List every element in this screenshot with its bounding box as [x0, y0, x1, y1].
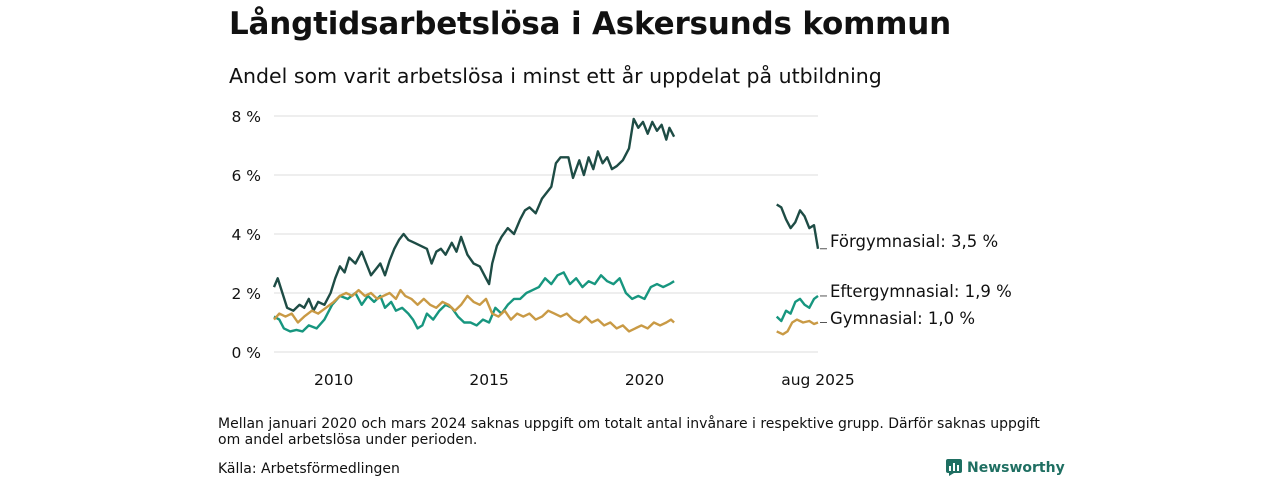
- end-label-förgymnasial: Förgymnasial: 3,5 %: [830, 232, 998, 251]
- y-tick-label: 8 %: [231, 108, 261, 126]
- series-line-gymnasial: [273, 288, 675, 333]
- x-axis-ticks: 2010 2015 2020 aug 2025: [314, 371, 855, 389]
- brand-logo: Newsworthy: [946, 459, 1065, 476]
- y-tick-label: 0 %: [231, 344, 261, 362]
- brand-name: Newsworthy: [967, 459, 1065, 476]
- end-label-eftergymnasial: Eftergymnasial: 1,9 %: [830, 282, 1012, 301]
- series-line-gymnasial: [776, 318, 819, 336]
- end-labels: Förgymnasial: 3,5 % Eftergymnasial: 1,9 %…: [820, 232, 1012, 328]
- x-tick-label: 2015: [469, 371, 508, 389]
- series-line-eftergymnasial: [273, 271, 675, 333]
- gridlines: [274, 115, 818, 353]
- y-tick-label: 4 %: [231, 226, 261, 244]
- series-line-förgymnasial: [776, 203, 820, 250]
- x-tick-label: 2010: [314, 371, 353, 389]
- end-label-gymnasial: Gymnasial: 1,0 %: [830, 309, 975, 328]
- footnote: Mellan januari 2020 och mars 2024 saknas…: [218, 416, 1040, 448]
- newsworthy-logo-icon: [946, 459, 962, 476]
- y-axis-ticks: 0 % 2 % 4 % 6 % 8 %: [231, 108, 261, 362]
- series-line-förgymnasial: [272, 117, 676, 312]
- x-tick-label: aug 2025: [781, 371, 855, 389]
- chart-title: Långtidsarbetslösa i Askersunds kommun: [229, 6, 952, 42]
- series-line-eftergymnasial: [775, 294, 819, 323]
- line-chart: 0 % 2 % 4 % 6 % 8 % 2010 2015 2020 aug 2025 För…: [231, 108, 1012, 389]
- source-text: Källa: Arbetsförmedlingen: [218, 461, 400, 477]
- x-tick-label: 2020: [625, 371, 664, 389]
- chart-subtitle: Andel som varit arbetslösa i minst ett å…: [229, 64, 882, 88]
- y-tick-label: 2 %: [231, 285, 261, 303]
- y-tick-label: 6 %: [231, 167, 261, 185]
- series-lines: [272, 117, 820, 336]
